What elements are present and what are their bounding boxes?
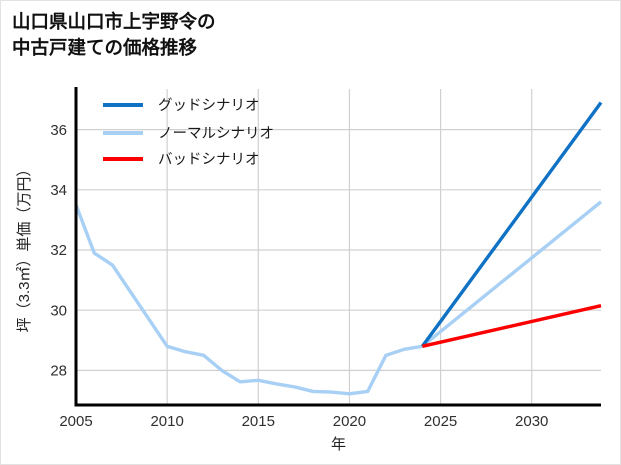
series-line-ノーマルシナリオ (74, 200, 603, 396)
y-axis-title: 坪（3.3㎡）単価（万円） (16, 162, 33, 333)
x-tick-label: 2025 (424, 413, 457, 430)
y-tick-label: 30 (50, 302, 67, 319)
y-tick-label: 28 (50, 363, 67, 380)
x-tick-label: 2015 (242, 413, 275, 430)
x-tick-label: 2005 (59, 413, 92, 430)
series-line-バッドシナリオ (421, 304, 602, 348)
series-layer (74, 101, 603, 396)
legend-label-ノーマルシナリオ: ノーマルシナリオ (158, 126, 274, 142)
x-tick-label: 2010 (150, 413, 183, 430)
y-tick-label: 32 (50, 242, 67, 259)
x-tick-label: 2030 (515, 413, 548, 430)
axis-titles: 年 坪（3.3㎡）単価（万円） (16, 162, 346, 453)
y-tick-label: 36 (50, 122, 67, 139)
tick-labels: 28 30 32 34 36 2005 2010 2015 2020 2025 2030 (50, 122, 548, 430)
chart-title: 山口県山口市上宇野令の 中古戸建ての価格推移 (12, 11, 216, 59)
gridlines (76, 89, 601, 405)
axes-layer (74, 87, 601, 407)
series-line-グッドシナリオ (420, 101, 603, 348)
legend-label-グッドシナリオ: グッドシナリオ (158, 97, 260, 114)
legend-label-バッドシナリオ: バッドシナリオ (158, 152, 260, 168)
y-tick-label: 34 (50, 182, 67, 199)
x-tick-label: 2020 (333, 413, 366, 430)
x-axis-title: 年 (331, 436, 346, 453)
